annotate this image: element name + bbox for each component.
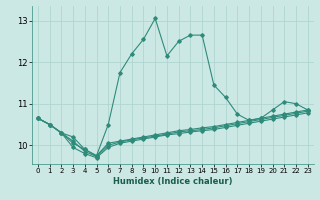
- X-axis label: Humidex (Indice chaleur): Humidex (Indice chaleur): [113, 177, 233, 186]
